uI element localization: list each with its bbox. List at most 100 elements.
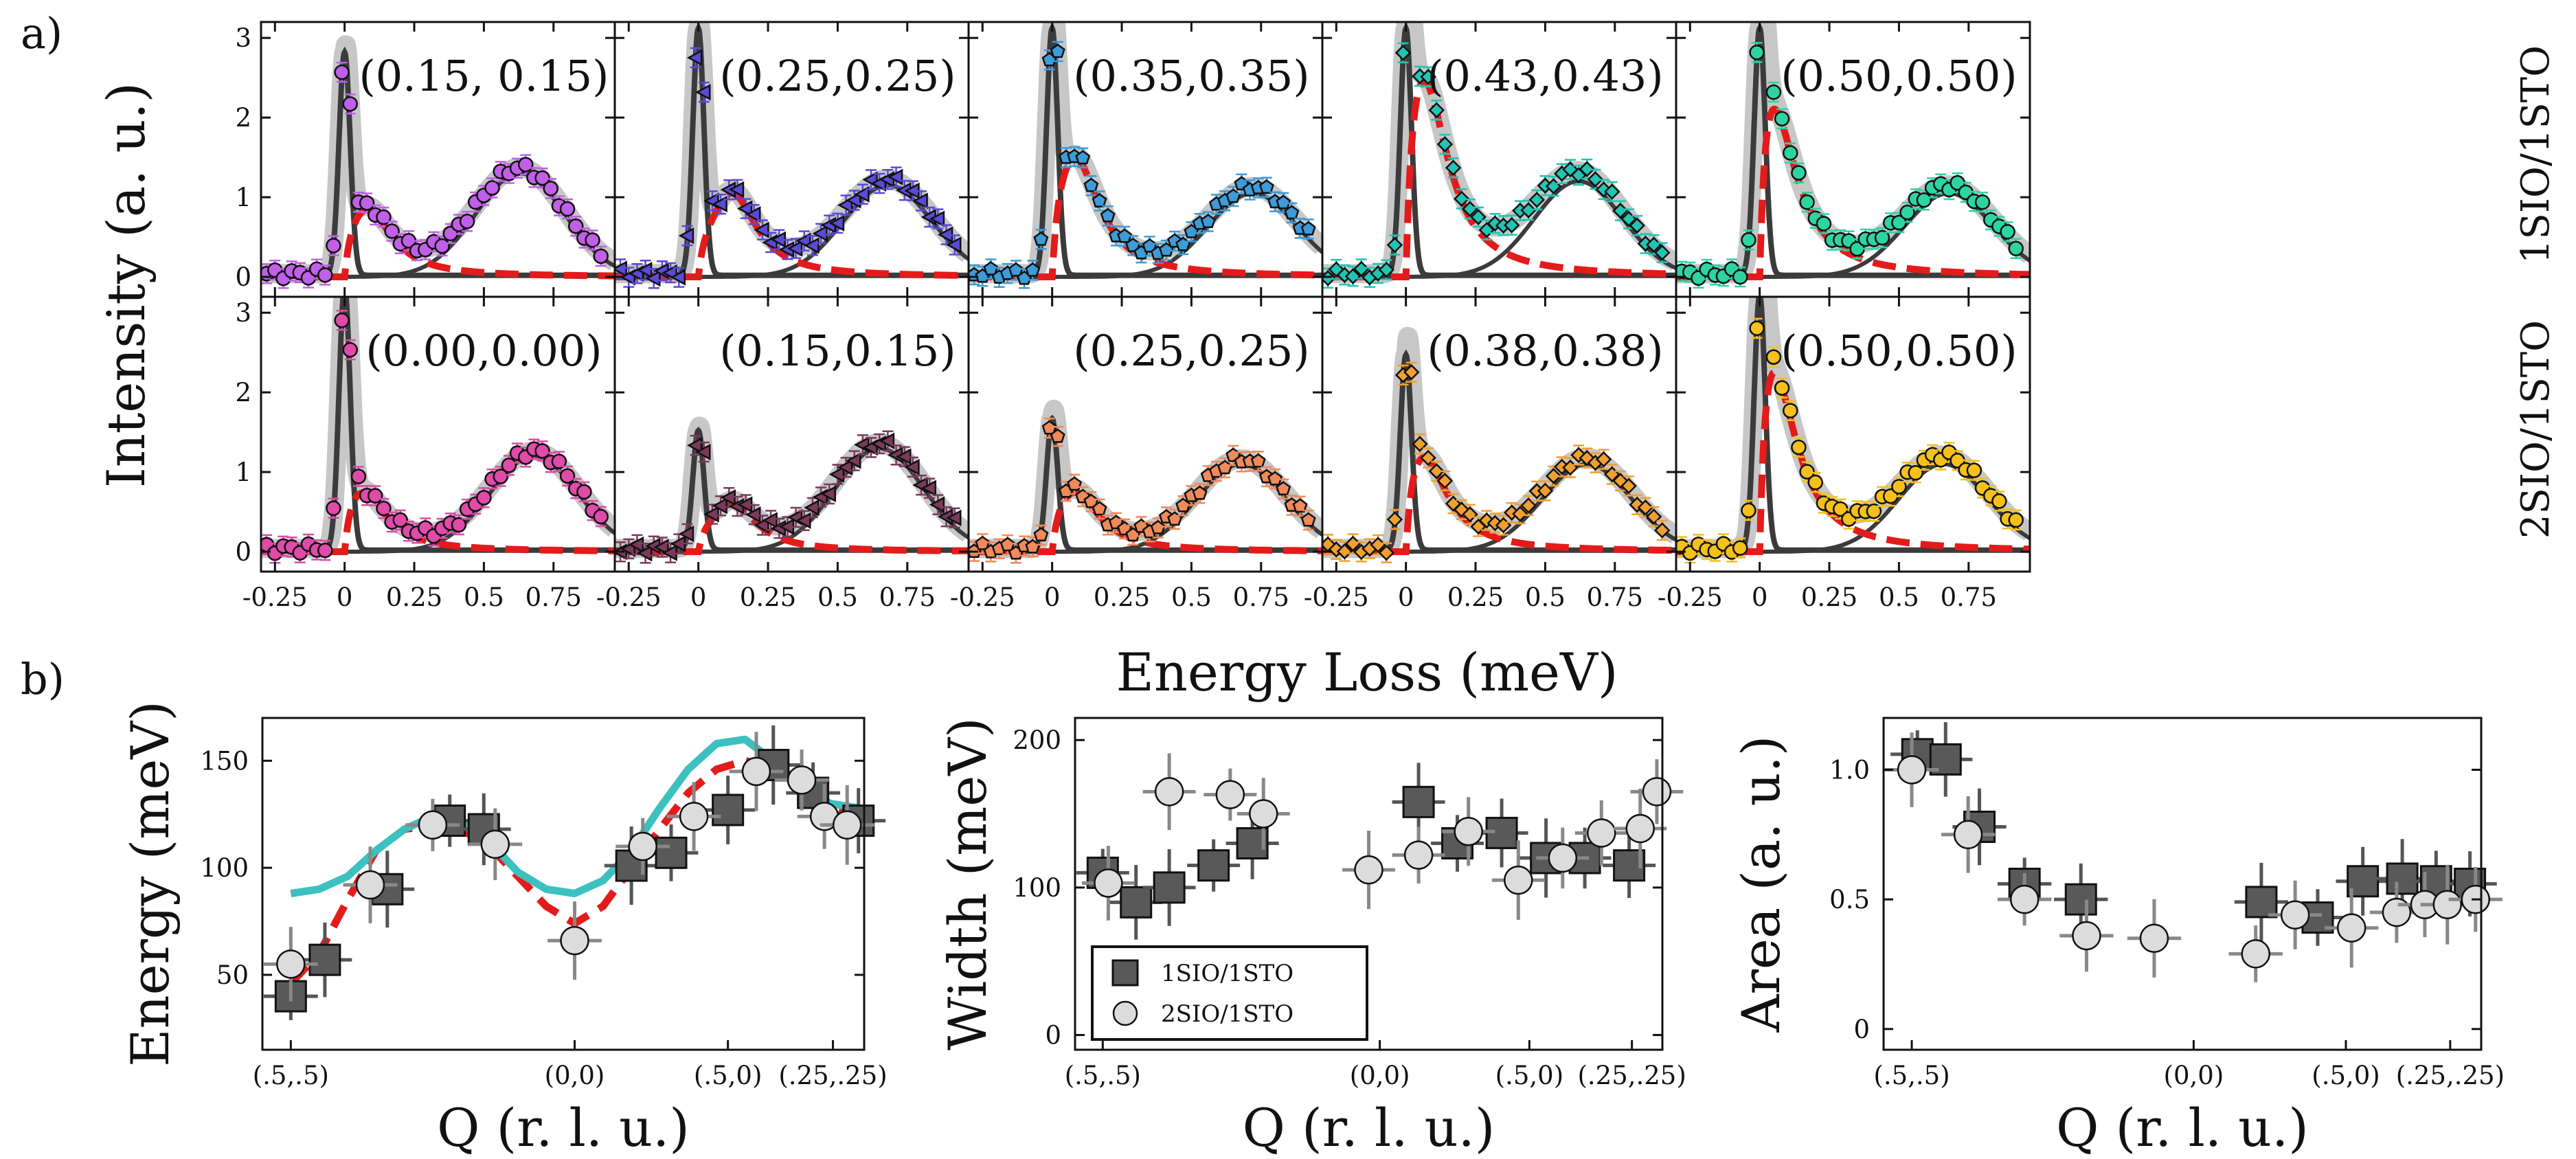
spectra-grid: (0.15, 0.15) 0 1 2 3 (0.25,0.25) (0.35,0.35) (0…: [235, 0, 2031, 612]
data-point: [678, 525, 694, 543]
x-axis-label: Q (r. l. u.): [2056, 1097, 2309, 1158]
data-point: [342, 341, 359, 358]
data-point: [1759, 0, 1772, 10]
summary-panel-width: 0 100 200 (.5,.5) (0,0) (.5,0) (.25,.25) Q (r. …: [937, 717, 1686, 1158]
data-point: [745, 506, 761, 524]
data-point: [1587, 818, 1616, 848]
x-tick-label: 0.5: [464, 583, 504, 612]
data-point: [653, 539, 669, 556]
x-tick-label: (.25,.25): [778, 1061, 887, 1090]
data-point: [1267, 471, 1283, 486]
data-point: [1653, 522, 1671, 539]
summary-panel-energy: 50 100 150 (.5,.5) (0,0) (.5,0) (.25,.25) Q (r.…: [120, 701, 888, 1158]
data-point: [820, 485, 836, 503]
row-label-2sio: 2SIO/1STO: [2513, 320, 2558, 539]
data-point: [1344, 268, 1362, 284]
panel-title: (0.43,0.43): [1427, 51, 1663, 101]
data-point: [645, 270, 661, 287]
data-point: [1487, 215, 1504, 232]
paramagnon-fit: [1676, 369, 2030, 555]
x-tick-label: (.25,.25): [2396, 1061, 2505, 1090]
data-points: [1676, 0, 2024, 289]
data-point: [975, 535, 991, 550]
data-point: [1765, 349, 1782, 365]
data-point: [1033, 527, 1049, 542]
data-point: [1765, 84, 1782, 100]
data-point: [1783, 145, 1798, 161]
data-point: [1629, 496, 1645, 513]
data-point: [2336, 913, 2366, 943]
data-point: [832, 810, 862, 840]
data-point: [1250, 453, 1266, 468]
data-point: [1603, 183, 1620, 200]
data-point: [1153, 871, 1186, 904]
data-point: [1083, 177, 1099, 192]
row-label-1sio: 1SIO/1STO: [2513, 45, 2558, 264]
x-tick-label: 0.25: [1801, 583, 1857, 612]
data-point: [476, 490, 492, 506]
data-point: [736, 200, 753, 217]
x-tick-label: (.5,0): [1495, 1061, 1563, 1090]
paramagnon-fit: [1322, 77, 1676, 280]
data-point: [912, 192, 928, 210]
x-tick-label: (.5,0): [2312, 1061, 2380, 1090]
data-point: [678, 227, 694, 245]
data-point: [920, 480, 936, 497]
data-point: [1150, 519, 1166, 535]
x-tick-label: (.5,.5): [253, 1061, 329, 1090]
spectrum-panel-9: (0.38,0.38) -0.25 0 0.25 0.5 0.75: [1304, 295, 1677, 612]
x-tick-label: -0.25: [950, 583, 1015, 612]
data-point: [1154, 777, 1184, 807]
data-point: [480, 829, 510, 859]
x-tick-label: -0.25: [596, 583, 662, 612]
data-point: [712, 497, 727, 515]
data-point: [846, 452, 861, 469]
data-point: [1545, 468, 1562, 484]
data-point: [1504, 865, 1533, 895]
spectrum-plot-area: [1322, 326, 1676, 563]
data-point: [1520, 202, 1537, 218]
data-point: [567, 218, 584, 234]
data-point: [837, 459, 853, 476]
data-point: [276, 949, 306, 979]
data-point: [1595, 181, 1612, 198]
data-point: [1300, 512, 1316, 527]
data-points: [969, 41, 1316, 289]
y-tick-label: 3: [235, 298, 251, 328]
data-point: [712, 195, 727, 213]
data-point: [1783, 403, 1798, 418]
data-point: [804, 237, 820, 254]
y-tick-label: 0: [1045, 1021, 1061, 1050]
data-points: [1676, 317, 2024, 564]
x-tick-label: 0.75: [1941, 583, 1997, 612]
data-point: [1033, 231, 1049, 246]
data-point: [1428, 463, 1445, 480]
data-point: [1276, 481, 1291, 496]
panel-a-label: a): [21, 8, 63, 58]
spectrum-panel-5: (0.50,0.50): [1675, 0, 2031, 298]
data-point: [517, 157, 534, 172]
x-tick-label: -0.25: [1658, 583, 1723, 612]
data-point: [1276, 194, 1291, 210]
data-point: [1050, 428, 1065, 443]
spectrum-panel-4: (0.43,0.43): [1321, 21, 1677, 298]
panel-a-ylabel: Intensity (a. u.): [95, 82, 157, 488]
x-tick-label: -0.25: [1304, 583, 1369, 612]
spectrum-plot-area: [969, 22, 1322, 289]
data-point: [1403, 363, 1420, 381]
x-tick-label: (0,0): [2164, 1061, 2224, 1090]
data-point: [1192, 485, 1208, 500]
summary-panel-area: 0 0.5 1.0 (.5,.5) (0,0) (.5,0) (.25,.25) Q (r. …: [1730, 717, 2505, 1158]
data-point: [2072, 921, 2101, 951]
legend-entry-1sio: 1SIO/1STO: [1161, 960, 1293, 987]
data-point: [334, 64, 350, 80]
y-tick-label: 150: [200, 746, 249, 776]
data-point: [1436, 473, 1454, 489]
data-point: [1741, 232, 1756, 248]
data-point: [1512, 506, 1528, 522]
panel-title: (0.50,0.50): [1781, 51, 2017, 101]
data-point: [1799, 194, 1815, 210]
data-point: [1258, 179, 1274, 194]
panel-a-xlabel: Energy Loss (meV): [1116, 642, 1618, 703]
spectrum-plot-area: [261, 297, 615, 564]
